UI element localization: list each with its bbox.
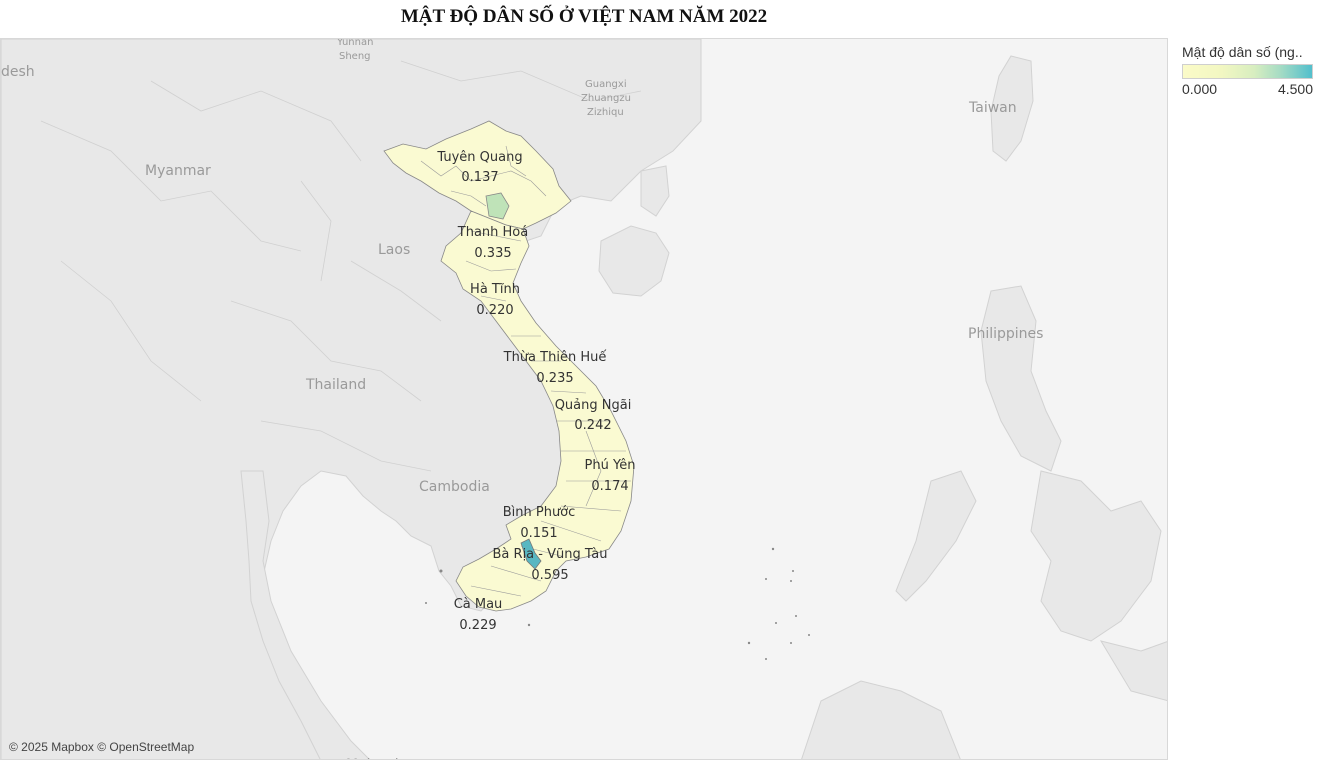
basemap-label: Sheng [339, 51, 371, 62]
islands [425, 547, 810, 660]
legend-max-label: 4.500 [1277, 81, 1313, 97]
province-name-label: Thừa Thiên Huế [503, 350, 607, 365]
vietnam-hcm[interactable] [520, 538, 542, 570]
basemap-label: Yunnan [336, 39, 373, 48]
land-taiwan [990, 55, 1034, 162]
map-attribution[interactable]: © 2025 Mapbox © OpenStreetMap [9, 740, 195, 754]
basemap-label: Malaysia [346, 757, 407, 760]
province-name-label: Cà Mau [454, 597, 503, 612]
land-philippines [895, 285, 1167, 701]
map-canvas[interactable]: Yunnan Sheng Guangxi Zhuangzu Zizhiqu My… [0, 38, 1168, 760]
province-name-label: Phú Yên [585, 458, 636, 473]
province-borders [420, 145, 631, 597]
province-name-label: Thanh Hoá [457, 225, 528, 240]
province-value-label: 0.137 [461, 170, 498, 185]
land-leizhou [640, 165, 670, 217]
basemap-label: Zizhiqu [587, 107, 624, 118]
province-name-label: Bình Phước [503, 505, 576, 520]
basemap-label: Thailand [305, 377, 366, 393]
map-svg: Yunnan Sheng Guangxi Zhuangzu Zizhiqu My… [1, 39, 1167, 760]
legend-min-label: 0.000 [1182, 81, 1218, 97]
basemap-label: Laos [378, 242, 410, 258]
province-value-label: 0.174 [591, 479, 628, 494]
province-labels: Tuyên Quang 0.137 Thanh Hoá 0.335 Hà Tĩn… [436, 150, 635, 633]
chart-title: MẬT ĐỘ DÂN SỐ Ở VIỆT NAM NĂM 2022 [400, 6, 768, 27]
land-hainan [598, 225, 670, 297]
land-borneo [801, 680, 961, 759]
basemap-label: Zhuangzu [581, 93, 631, 104]
province-value-label: 0.335 [474, 246, 511, 261]
province-name-label: Bà Rịa - Vũng Tàu [493, 547, 608, 562]
basemap-label: Taiwan [968, 100, 1017, 116]
basemap-label: Guangxi [585, 79, 627, 90]
province-value-label: 0.229 [459, 618, 496, 633]
province-value-label: 0.151 [520, 526, 557, 541]
basemap-label: desh [1, 64, 35, 80]
basemap-label: Myanmar [145, 163, 211, 179]
basemap-label: Cambodia [419, 479, 490, 495]
basemap-labels: Yunnan Sheng Guangxi Zhuangzu Zizhiqu My… [1, 39, 1043, 760]
province-name-label: Quảng Ngãi [555, 398, 632, 413]
province-value-label: 0.242 [574, 418, 611, 433]
province-value-label: 0.595 [531, 568, 568, 583]
legend-title: Mật độ dân số (ng.. [1182, 44, 1303, 60]
color-legend: Mật độ dân số (ng.. 0.000 4.500 [1182, 44, 1316, 97]
province-value-label: 0.220 [476, 303, 513, 318]
land-peninsula [240, 470, 370, 759]
vietnam-hanoi[interactable] [485, 192, 510, 220]
admin-borders [40, 60, 642, 472]
vietnam-north[interactable] [383, 120, 572, 230]
province-name-label: Tuyên Quang [436, 150, 522, 165]
province-value-label: 0.235 [536, 371, 573, 386]
vietnam-central[interactable] [440, 210, 635, 612]
province-name-label: Hà Tĩnh [470, 282, 520, 297]
basemap-label: Philippines [968, 326, 1043, 342]
legend-color-ramp [1182, 64, 1313, 79]
